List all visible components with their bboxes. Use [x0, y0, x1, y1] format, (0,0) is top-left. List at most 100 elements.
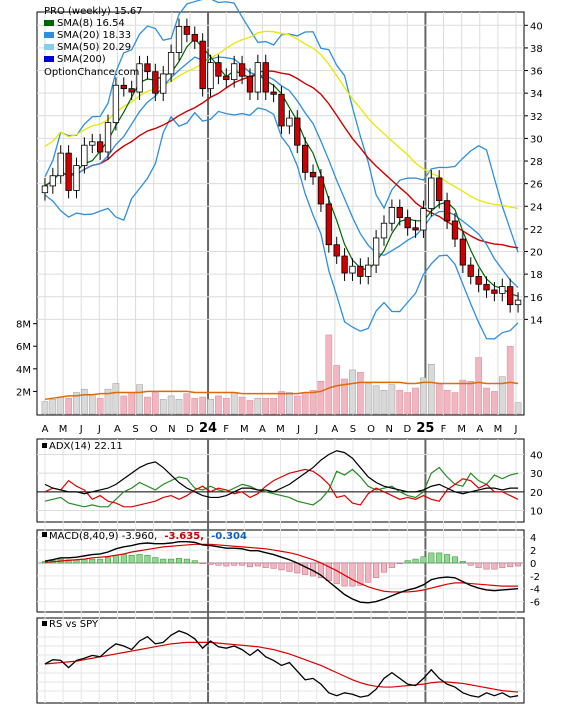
- volume-bar-37: [333, 365, 341, 415]
- price-tick-9: 32: [530, 112, 543, 123]
- adx-title: ADX(14) 22.11: [49, 441, 123, 452]
- volume-bar-30: [278, 391, 285, 415]
- macd-tick-2: -2: [530, 572, 540, 583]
- legend-swatch-sma50: [44, 44, 54, 50]
- price-tick-3: 20: [530, 248, 543, 259]
- macd-signal-label: -3.635,: [164, 531, 204, 542]
- candle-body-7: [96, 141, 104, 153]
- candle-body-12: [136, 63, 143, 93]
- candle-body-45: [396, 207, 403, 218]
- x-label-2: J: [79, 424, 83, 435]
- sma20-line: [44, 56, 519, 289]
- volume-bar-17: [175, 399, 183, 415]
- candle-body-28: [262, 62, 269, 93]
- lower-band-line: [44, 107, 519, 340]
- legend-sma8-label: SMA(8) 16.54: [57, 18, 125, 29]
- candle-body-57: [491, 289, 498, 294]
- x-label-5: S: [132, 424, 138, 435]
- macd-hist-bar-55: [475, 562, 482, 568]
- x-label-7: N: [168, 424, 175, 435]
- macd-hist-bar-44: [388, 562, 395, 568]
- candle-body-52: [451, 220, 459, 240]
- volume-bar-11: [128, 392, 136, 415]
- macd-hist-bar-33: [302, 562, 309, 575]
- volume-tick-0: 2M: [16, 387, 31, 398]
- macd-hist-bar-19: [191, 560, 198, 564]
- sma50-line: [44, 70, 519, 249]
- volume-tick-3: 8M: [16, 320, 31, 331]
- volume-bar-39: [349, 369, 356, 415]
- candle-body-31: [286, 117, 293, 127]
- macd-title-swatch: [42, 532, 47, 537]
- macd-hist-bar-10: [120, 554, 127, 564]
- adx-tick-2: 30: [530, 469, 543, 480]
- x-label-16: A: [331, 424, 338, 435]
- macd-hist-bar-28: [262, 562, 269, 568]
- volume-bar-4: [73, 392, 80, 415]
- adx-series: 10 20 30 40: [37, 450, 543, 518]
- legend-sma200-label: SMA(200): [57, 54, 106, 65]
- macd-hist-bar-58: [499, 562, 506, 568]
- volume-bar-12: [136, 384, 143, 415]
- candle-body-8: [104, 122, 112, 153]
- upper-band-line: [44, 0, 519, 253]
- x-label-22: F: [441, 424, 447, 435]
- candle-body-16: [167, 52, 175, 75]
- macd-tick-3: 0: [530, 559, 536, 570]
- candle-body-34: [309, 171, 317, 178]
- volume-bar-51: [443, 390, 451, 415]
- macd-hist-bar-57: [491, 562, 498, 570]
- volume-bar-13: [144, 396, 151, 415]
- macd-hist-bar-41: [365, 562, 372, 583]
- candle-body-32: [294, 117, 301, 146]
- price-tick-8: 30: [530, 134, 543, 145]
- grid-lines: [37, 12, 524, 703]
- volume-bar-47: [412, 387, 419, 415]
- candle-body-41: [365, 264, 372, 277]
- macd-hist-bar-9: [112, 554, 119, 564]
- volume-bar-53: [459, 379, 467, 415]
- macd-tick-0: -6: [530, 598, 540, 609]
- macd-hist-bar-52: [451, 556, 458, 564]
- candle-body-46: [404, 217, 411, 229]
- volume-bar-56: [483, 387, 490, 415]
- candle-body-35: [317, 176, 325, 205]
- price-tick-4: 22: [530, 225, 543, 236]
- x-axis-labels: A M J J A S O N D 24 F M A M J J A S O N D 25 F M A M J: [42, 421, 518, 436]
- candle-body-24: [231, 63, 238, 81]
- macd-hist-bar-42: [373, 562, 380, 578]
- candle-body-13: [144, 63, 151, 73]
- volume-bar-0: [41, 401, 49, 415]
- macd-hist-bar-49: [428, 552, 435, 564]
- macd-hist-bar-53: [459, 561, 466, 564]
- macd-tick-4: 2: [530, 546, 536, 557]
- volume-bar-60: [514, 402, 522, 415]
- x-label-18: O: [367, 424, 375, 435]
- watermark: OptionChance.com: [44, 67, 139, 78]
- candle-body-50: [436, 177, 443, 202]
- rs-average-line: [44, 641, 519, 693]
- price-tick-6: 26: [530, 180, 543, 191]
- candle-body-2: [57, 152, 64, 177]
- candle-body-59: [507, 286, 514, 306]
- candle-body-1: [49, 175, 56, 187]
- plus-di-line: [44, 466, 519, 508]
- volume-bar-49: [427, 364, 435, 415]
- candle-body-18: [183, 26, 191, 35]
- macd-hist-bar-26: [246, 562, 253, 568]
- macd-hist-bar-20: [199, 562, 206, 564]
- x-label-21: 25: [416, 421, 434, 436]
- macd-hist-bar-21: [207, 562, 214, 565]
- candle-body-3: [65, 152, 72, 191]
- candle-body-56: [483, 283, 490, 291]
- candle-body-20: [199, 40, 206, 90]
- volume-bar-46: [404, 392, 411, 415]
- x-label-10: F: [223, 424, 229, 435]
- volume-bar-14: [152, 392, 159, 415]
- candle-body-30: [278, 93, 285, 127]
- candle-body-22: [215, 62, 222, 77]
- volume-bar-16: [167, 395, 175, 415]
- volume-bar-5: [81, 388, 88, 415]
- volume-bar-3: [65, 397, 72, 415]
